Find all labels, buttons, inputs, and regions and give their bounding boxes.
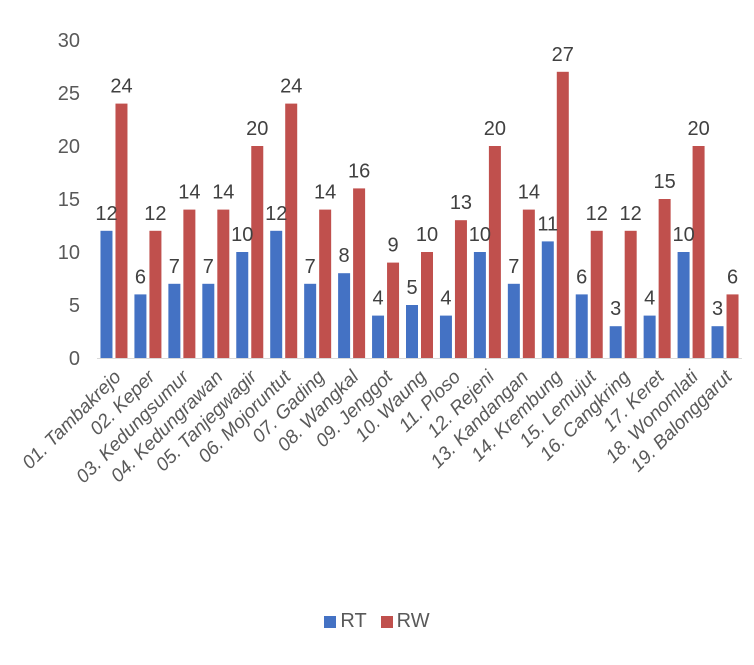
bar-rw <box>658 199 671 358</box>
data-label-rw: 24 <box>110 76 132 98</box>
bar-rw <box>115 103 128 358</box>
data-label-rw: 20 <box>687 118 709 140</box>
y-tick-label: 30 <box>58 30 80 52</box>
data-label-rw: 10 <box>416 224 438 246</box>
data-label-rt: 11 <box>537 213 558 235</box>
bar-rw <box>454 220 467 358</box>
y-tick-label: 0 <box>69 348 80 370</box>
bar-rw <box>692 146 705 358</box>
bar-rw <box>251 146 264 358</box>
legend: RT RW <box>0 610 754 633</box>
data-label-rw: 13 <box>450 192 472 214</box>
bar-rt <box>711 326 724 358</box>
legend-label-rt: RT <box>340 610 367 632</box>
data-label-rw: 14 <box>178 182 200 204</box>
data-label-rw: 20 <box>246 118 268 140</box>
data-label-rt: 4 <box>644 288 655 310</box>
bar-rw <box>387 262 400 358</box>
bar-rw <box>556 71 569 359</box>
y-tick-label: 20 <box>58 136 80 158</box>
data-label-rt: 10 <box>672 224 694 246</box>
bar-rt <box>168 283 181 358</box>
bar-rt <box>507 283 520 358</box>
data-label-rw: 14 <box>212 182 234 204</box>
bar-rw <box>353 188 366 358</box>
y-tick-label: 10 <box>58 242 80 264</box>
bar-rt <box>338 273 351 358</box>
data-label-rt: 7 <box>169 256 180 278</box>
legend-swatch-rw <box>380 615 393 628</box>
bar-rw <box>421 252 433 358</box>
data-label-rt: 3 <box>712 298 723 320</box>
data-label-rw: 27 <box>552 44 574 66</box>
data-label-rw: 12 <box>586 203 608 225</box>
data-label-rw: 6 <box>727 266 738 288</box>
bar-rt <box>202 283 215 358</box>
bar-rt <box>304 283 317 358</box>
bar-rt <box>439 315 452 358</box>
bar-rw <box>522 209 535 358</box>
bar-series <box>100 71 739 359</box>
bar-rt <box>575 294 588 358</box>
data-label-rw: 12 <box>620 203 642 225</box>
y-tick-label: 25 <box>58 83 80 105</box>
y-tick-label: 15 <box>58 189 80 211</box>
legend-swatch-rt <box>324 615 337 628</box>
bar-rt <box>541 241 554 358</box>
bar-rw <box>590 230 603 358</box>
data-label-rw: 9 <box>387 235 398 257</box>
bar-rt <box>270 230 283 358</box>
data-label-rw: 16 <box>348 160 370 182</box>
bar-rw <box>285 103 298 358</box>
bar-rw <box>726 294 739 358</box>
data-label-rt: 12 <box>265 203 287 225</box>
data-label-rt: 5 <box>406 277 417 299</box>
data-label-rt: 6 <box>135 266 146 288</box>
data-label-rt: 7 <box>203 256 214 278</box>
data-label-rw: 14 <box>518 182 540 204</box>
bar-rt <box>372 315 385 358</box>
bar-rt <box>236 252 249 358</box>
bar-rw <box>183 209 196 358</box>
bar-rt <box>406 305 418 358</box>
bar-rw <box>217 209 230 358</box>
data-label-rt: 10 <box>231 224 253 246</box>
data-label-rw: 24 <box>280 76 302 98</box>
data-label-rw: 15 <box>654 171 676 193</box>
data-label-rt: 7 <box>508 256 519 278</box>
bar-rw <box>319 209 332 358</box>
bar-rt <box>643 315 656 358</box>
y-axis: 0 5 10 15 20 25 30 <box>58 30 80 370</box>
data-label-rt: 6 <box>576 266 587 288</box>
data-label-rw: 12 <box>144 203 166 225</box>
data-label-rt: 3 <box>610 298 621 320</box>
data-label-rt: 10 <box>469 224 491 246</box>
data-label-rt: 8 <box>339 245 350 267</box>
data-label-rw: 20 <box>484 118 506 140</box>
data-label-rw: 14 <box>314 182 336 204</box>
data-label-rt: 4 <box>440 288 451 310</box>
data-label-rt: 4 <box>372 288 383 310</box>
y-tick-label: 5 <box>69 295 80 317</box>
data-label-rt: 7 <box>305 256 316 278</box>
legend-item-rw: RW <box>380 610 430 633</box>
bar-rt <box>473 252 486 358</box>
bar-rw <box>624 230 637 358</box>
bar-rw <box>149 230 162 358</box>
legend-item-rt: RT <box>324 610 367 633</box>
bar-rt <box>100 230 113 358</box>
bar-rw <box>488 146 501 358</box>
legend-label-rw: RW <box>396 610 430 632</box>
data-label-rt: 12 <box>95 203 117 225</box>
bar-rt <box>677 252 690 358</box>
bar-rt <box>609 326 622 358</box>
bar-rt <box>134 294 147 358</box>
